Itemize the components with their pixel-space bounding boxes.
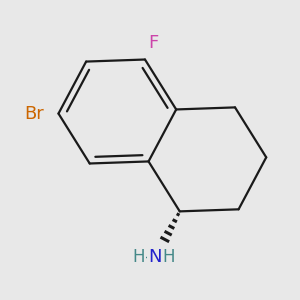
Text: F: F — [149, 34, 159, 52]
Text: H: H — [133, 248, 145, 266]
Text: H: H — [162, 248, 175, 266]
Text: Br: Br — [24, 105, 44, 123]
Text: N: N — [149, 248, 162, 266]
